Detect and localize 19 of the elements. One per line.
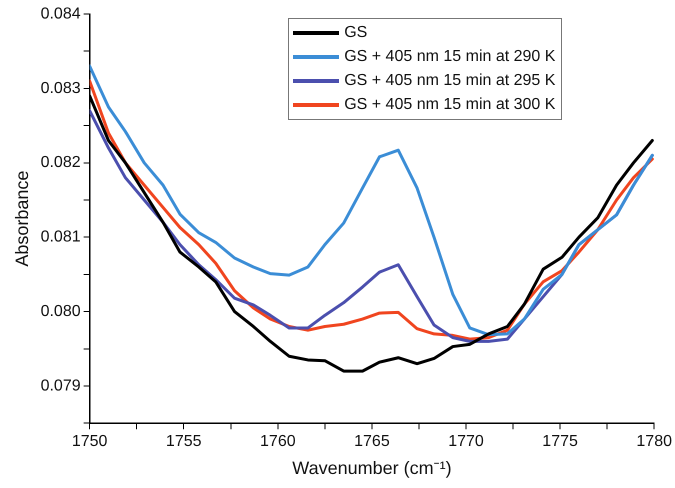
legend-label: GS + 405 nm 15 min at 295 K (344, 71, 556, 91)
y-tick-label: 0.084 (40, 5, 81, 22)
legend-label: GS + 405 nm 15 min at 300 K (344, 95, 556, 115)
x-tick-label: 1780 (636, 433, 672, 450)
x-tick-label: 1755 (166, 433, 202, 450)
x-tick-label: 1765 (354, 433, 390, 450)
x-axis-title: Wavenumber (cm⁻¹) (292, 458, 452, 478)
x-tick-label: 1770 (448, 433, 484, 450)
legend-label: GS (344, 23, 368, 43)
y-tick-label: 0.081 (40, 228, 81, 246)
y-tick-label: 0.083 (40, 80, 81, 97)
y-axis-title: Absorbance (12, 170, 32, 267)
x-tick-label: 1750 (72, 433, 108, 450)
y-tick-label: 0.080 (40, 303, 81, 320)
x-tick-label: 1775 (542, 433, 578, 450)
y-tick-label: 0.079 (40, 377, 81, 394)
legend-label: GS + 405 nm 15 min at 290 K (344, 47, 556, 67)
y-tick-label: 0.082 (40, 154, 81, 172)
x-tick-label: 1760 (260, 433, 296, 450)
